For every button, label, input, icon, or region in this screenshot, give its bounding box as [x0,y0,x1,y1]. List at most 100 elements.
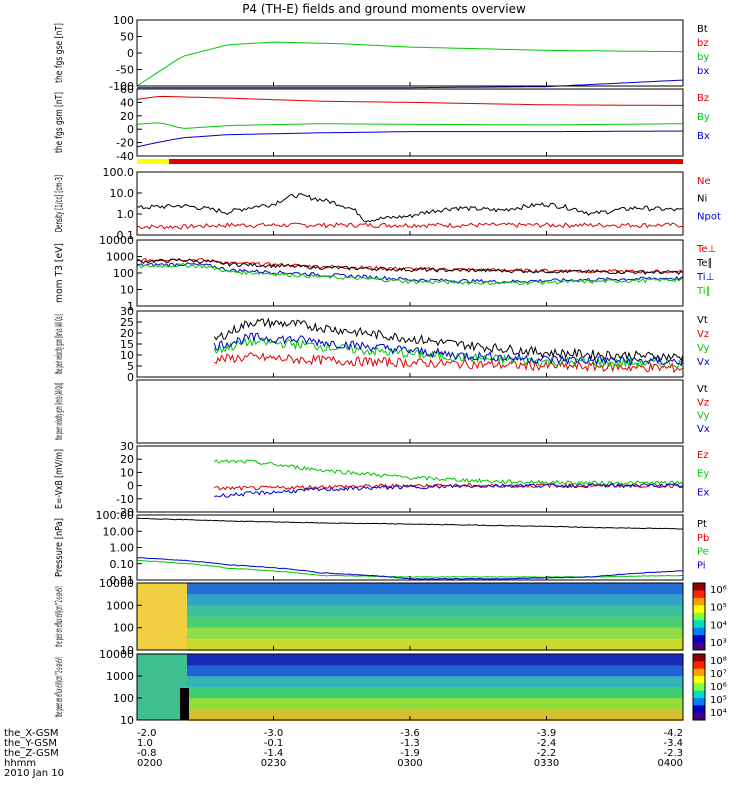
y-tick-label: 5 [127,360,134,373]
colorbar-label: 10⁶ [710,682,727,693]
legend-label: by [697,52,709,63]
y-tick-label: -20 [116,506,134,519]
series-line-pt [136,517,684,530]
date-label: 2010 Jan 10 [4,768,64,779]
data-gap [180,688,189,720]
colorbar-segment [693,654,705,662]
colorbar-segment [693,676,705,684]
legend-label: Vt [697,315,708,326]
time-tick-label: 0230 [261,758,286,769]
ephemeris-value: -1.3 [400,738,420,749]
legend-label: Bt [697,24,708,35]
legend-label: Pe [697,547,709,558]
spectrogram-band [187,709,683,721]
time-axis-label: hhmm [4,758,36,769]
ephemeris-value: 1.0 [137,738,153,749]
spectrogram-band [187,594,683,607]
y-tick-label: 1.0 [117,208,135,221]
y-tick-label: 10.0 [110,187,135,200]
panel-peer_eflux: 10⁸ 10⁷ 10⁶ 10⁵ 10⁴ 10000 1000 100 10 the peer en… [54,648,727,727]
y-tick-label: 20 [120,110,134,123]
time-tick-label: 0300 [397,758,422,769]
y-axis-label: the fgs gse [nT] [54,23,65,83]
legend-label: Vz [697,397,709,408]
panel-frame [136,379,684,444]
y-tick-label: 1000 [106,251,134,264]
series-line-by [136,41,684,87]
series-line-vx [213,332,684,367]
series-line-te∥ [136,258,684,276]
colorbar-label: 10⁵ [710,695,727,706]
legend-label: Vt [697,384,708,395]
y-tick-label: 0 [127,47,134,60]
colorbar-segment [693,690,705,699]
y-axis-label: the peer en eflux eV/(cm^2-s-sr-eV) [54,657,65,717]
y-tick-label: 100 [113,622,134,635]
legend-label: Ni [697,194,707,205]
legend-label: Ti⊥ [696,272,714,283]
y-tick-label: 0.10 [110,558,135,571]
series-line-ti∥ [136,263,684,286]
panel-peir_eflux: 10⁶ 10⁵ 10⁴ 10³ 10000 1000 100 10 the peir en ef… [54,577,727,657]
legend-label: Te∥ [696,258,713,269]
y-tick-label: 100.0 [103,166,135,179]
legend-label: Ne [697,176,711,187]
y-tick-label: 30 [120,305,134,318]
series-line-bz [136,95,683,106]
colorbar-segment [693,683,705,692]
colorbar-segment [693,583,705,591]
spectrogram-band [187,605,683,618]
spectrogram-band [187,627,683,640]
y-axis-label: Density [1/cc] [cm-3] [54,175,65,232]
panel-peer_velocity: the peer velocity gsm [km/s (All Qs)] Vt V… [54,379,710,444]
ephemeris-value: -0.1 [264,738,284,749]
y-tick-label: 100 [113,267,134,280]
ephemeris-value: -3.9 [537,728,557,739]
legend-label: Te⊥ [696,244,716,255]
panel-frame [136,514,684,581]
panel-frame [136,19,684,87]
legend-label: Bz [697,93,709,104]
colorbar-segment [693,635,705,644]
y-tick-label: 50 [120,31,134,44]
colorbar-segment [693,620,705,629]
series-line-pi [137,557,684,580]
ephemeris-value: -2.3 [663,748,683,759]
time-tick-label: 0200 [137,758,162,769]
spectrogram-band [187,687,683,699]
colorbar-segment [693,698,705,706]
ephemeris-value: -2.0 [137,728,157,739]
series-line-ne [136,222,684,230]
spectrogram-band [187,676,683,688]
y-tick-label: 10 [120,466,134,479]
y-axis-label: the peer velocity gsm [km/s (All Qs)] [54,383,65,440]
figure-title: P4 (TH-E) fields and ground moments over… [242,2,526,16]
spectrogram-early [137,654,187,720]
legend-label: Ey [697,469,709,480]
spectrogram-band [187,616,683,629]
series-line-bx [137,79,684,89]
spectrogram-band [187,583,683,596]
y-tick-label: 25 [120,316,134,329]
spectrogram-band [187,638,683,651]
colorbar-label: 10⁷ [710,669,727,680]
colorbar-label: 10⁴ [710,708,727,719]
time-tick-label: 0330 [534,758,559,769]
legend-label: bz [697,38,709,49]
mode-bar-slow [137,159,169,164]
y-axis-label: the peir velocity gsm [km/s (All Qs)] [54,314,65,374]
ephemeris-value: -2.4 [537,738,557,749]
colorbar-segment [693,668,705,677]
legend-label: Npot [697,211,721,222]
colorbar-label: 10⁵ [710,603,727,614]
colorbar-frame [692,653,706,721]
spectrogram-band [187,698,683,710]
colorbar-segment [693,627,705,636]
legend-label: Vy [697,411,710,422]
time-tick-label: 0400 [658,758,683,769]
y-tick-label: 20 [120,453,134,466]
y-tick-label: 100 [113,14,134,27]
